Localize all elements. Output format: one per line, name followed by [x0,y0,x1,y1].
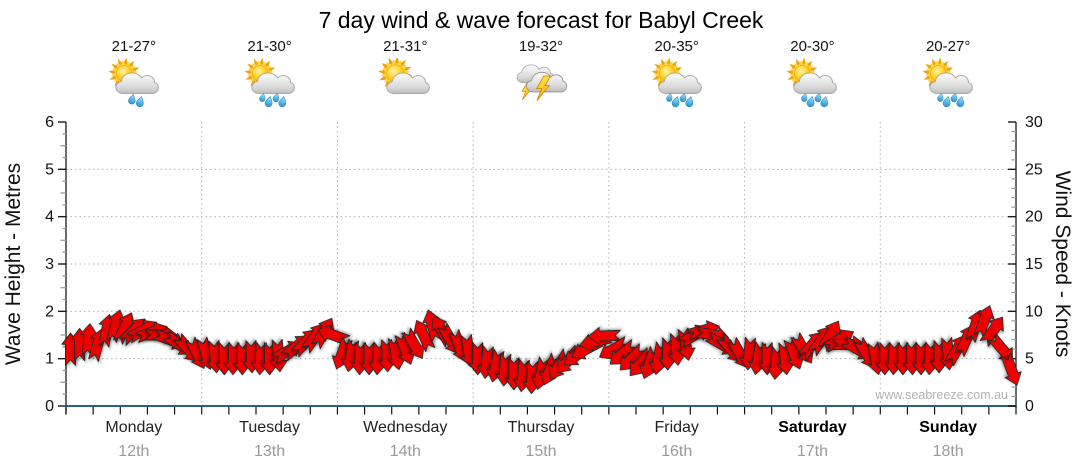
right-axis-tick-label: 10 [1025,303,1043,320]
left-axis-tick-label: 0 [45,398,54,415]
wind-arrow [587,327,621,346]
weather-icon-wrap [744,57,880,115]
sun-cloud-rain-icon [922,57,973,108]
day-label: Monday [105,419,163,436]
right-axis-title: Wind Speed - Knots [1051,171,1074,358]
sun-cloud-rain-icon [651,57,702,108]
right-axis-tick-label: 0 [1025,398,1034,415]
left-axis-tick-label: 2 [45,303,54,320]
wind-arrow [979,316,1004,347]
day-label: Sunday [919,419,978,436]
day-label: Wednesday [363,419,448,436]
day-forecast: 21-31° [337,38,473,115]
left-axis-tick-label: 4 [45,209,54,226]
date-label: 16th [661,443,693,460]
temperature-range: 21-31° [383,38,428,55]
date-label: 15th [525,443,557,460]
sun-cloud-rain-icon [786,57,838,108]
day-forecast: 21-27° [66,38,202,115]
right-axis-tick-label: 5 [1025,351,1034,368]
day-label: Saturday [778,419,847,436]
day-label: Thursday [507,419,575,436]
temperature-range: 20-27° [925,38,971,55]
weather-icon-wrap [880,57,1016,115]
day-forecast: 20-27° [880,38,1016,115]
storm-icon [516,64,568,101]
wind-arrow [973,305,995,339]
temperature-range: 20-35° [654,38,699,55]
page-title: 7 day wind & wave forecast for Babyl Cre… [318,7,764,33]
wind-arrow-series [61,305,1022,395]
day-forecast: 20-35° [609,38,745,115]
left-axis-tick-label: 3 [45,256,54,273]
day-label: Friday [654,419,699,436]
date-label: 17th [796,443,828,460]
weather-icon-wrap [473,58,609,115]
right-axis-tick-label: 25 [1025,161,1043,178]
right-axis-tick-label: 15 [1025,256,1043,273]
weather-icon-wrap [337,56,473,115]
left-axis-tick-label: 5 [45,161,54,178]
left-axis-tick-label: 1 [45,351,54,368]
right-axis-tick-label: 20 [1025,209,1043,226]
watermark-text: www.seabreeze.com.au [874,388,1008,402]
wind-arrow [1000,352,1022,386]
sun-cloud-rain-icon [243,57,295,108]
date-label: 18th [932,443,964,460]
date-label: 14th [389,443,421,460]
left-axis-tick-label: 6 [45,114,54,131]
sun-cloud-rain-icon [108,57,159,108]
weather-icon-wrap [609,57,745,115]
day-label: Tuesday [239,419,300,436]
sun-cloud-icon [378,56,431,95]
temperature-range: 20-30° [790,38,835,55]
day-forecast: 20-30° [744,38,880,115]
weather-icon-wrap [66,57,202,115]
date-label: 12th [118,443,150,460]
wind-arrow [987,333,1014,362]
date-label: 13th [253,443,286,460]
day-forecast: 19-32° [473,38,609,115]
right-axis-tick-label: 30 [1025,114,1043,131]
temperature-range: 21-30° [247,38,292,55]
day-forecast: 21-30° [202,38,338,115]
temperature-range: 21-27° [111,38,157,55]
temperature-range: 19-32° [518,38,564,55]
weather-icon-wrap [202,57,338,115]
left-axis-title: Wave Height - Metres [2,163,25,365]
